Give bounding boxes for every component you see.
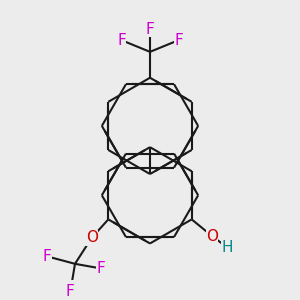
Text: F: F xyxy=(174,33,183,48)
Text: F: F xyxy=(146,22,154,37)
Text: F: F xyxy=(117,33,126,48)
Text: F: F xyxy=(97,261,105,276)
Text: H: H xyxy=(221,240,232,255)
Text: O: O xyxy=(206,229,218,244)
Text: F: F xyxy=(43,249,52,264)
Text: F: F xyxy=(66,284,75,299)
Text: O: O xyxy=(86,230,98,245)
